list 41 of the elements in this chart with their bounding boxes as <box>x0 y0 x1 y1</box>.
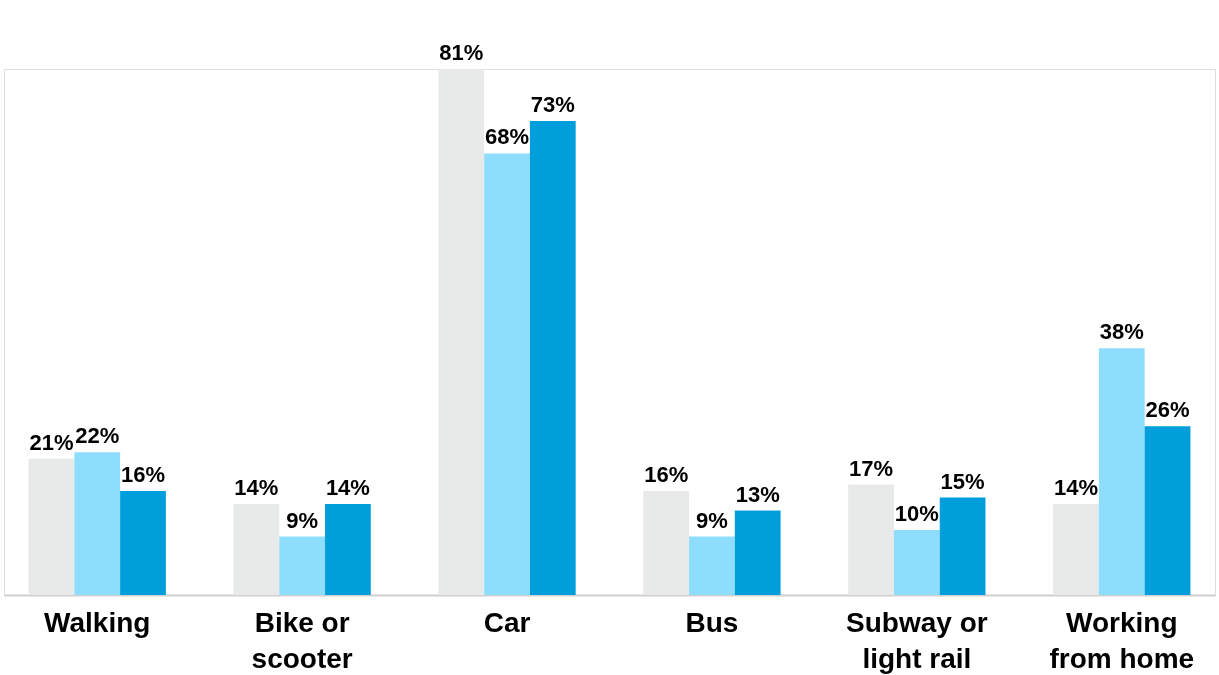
x-tick-label: Working from home <box>1049 606 1195 674</box>
data-label: 14% <box>234 475 279 501</box>
data-label: 15% <box>940 468 985 494</box>
bar <box>848 484 894 595</box>
data-label: 10% <box>894 501 939 527</box>
x-tick-label: Walking <box>44 606 151 638</box>
data-label: 73% <box>530 91 575 117</box>
bar <box>1098 348 1145 595</box>
data-label: 9% <box>696 507 728 533</box>
bar <box>74 452 121 595</box>
bar <box>1144 426 1191 595</box>
data-label: 14% <box>325 475 370 501</box>
bar <box>28 458 75 595</box>
data-label: 14% <box>1053 475 1099 501</box>
bar <box>529 120 576 595</box>
x-tick-label: Bike or scooter <box>251 606 353 674</box>
data-label: 13% <box>735 481 780 507</box>
data-label: 68% <box>485 124 530 150</box>
bar <box>939 497 986 595</box>
bar <box>325 504 371 595</box>
bar <box>233 504 280 595</box>
data-label: 16% <box>644 462 689 488</box>
data-label: 21% <box>29 429 74 455</box>
data-label: 81% <box>439 40 484 65</box>
bar <box>1053 504 1099 595</box>
bar <box>120 491 166 595</box>
data-label: 16% <box>120 462 166 488</box>
x-tick-label: Subway or light rail <box>846 606 988 674</box>
bar <box>734 510 781 595</box>
data-label: 9% <box>286 507 319 533</box>
data-label: 17% <box>849 455 894 481</box>
data-label: 38% <box>1099 319 1144 345</box>
bar <box>893 530 940 595</box>
x-tick-label: Bus <box>685 606 739 638</box>
data-label: 26% <box>1145 397 1190 423</box>
bar <box>279 536 326 595</box>
bar <box>484 153 530 595</box>
bar <box>689 536 735 595</box>
data-label: 22% <box>75 423 120 449</box>
bar <box>643 491 690 595</box>
x-tick-label: Car <box>483 606 531 638</box>
